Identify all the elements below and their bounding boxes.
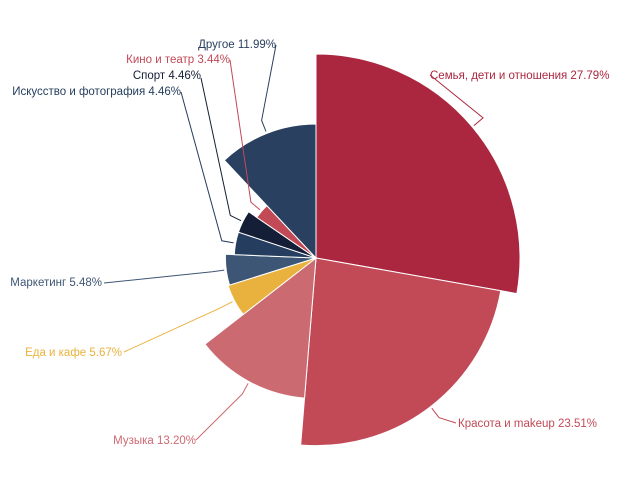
slice-семья-дети-и-отношения[interactable] <box>315 53 521 295</box>
leader-line-еда-и-кафе <box>123 301 233 353</box>
leader-line-другое <box>261 44 277 132</box>
slice-музыка[interactable] <box>204 256 317 399</box>
slice-labels-group: Семья, дети и отношения 27.79% Красота и … <box>10 39 609 447</box>
slice-label-маркетинг: Маркетинг 5.48% <box>10 277 102 289</box>
leader-line-музыка <box>195 383 249 441</box>
leader-line-маркетинг <box>103 269 225 284</box>
slice-label-кино-и-театр: Кино и театр 3.44% <box>126 54 230 66</box>
slice-еда-и-кафе[interactable] <box>227 257 317 316</box>
slice-другое[interactable] <box>223 123 317 260</box>
slice-label-еда-и-кафе: Еда и кафе 5.67% <box>25 347 122 359</box>
slice-label-спорт: Спорт 4.46% <box>133 70 201 82</box>
slice-label-искусство-и-фотография: Искусство и фотография 4.46% <box>12 86 181 98</box>
leader-line-красота-и-makeup <box>431 407 457 424</box>
slice-label-красота-и-makeup: Красота и makeup 23.51% <box>458 418 597 430</box>
slice-спорт[interactable] <box>237 211 317 259</box>
slice-label-другое: Другое 11.99% <box>198 39 276 51</box>
slice-label-семья-дети-и-отношения: Семья, дети и отношения 27.79% <box>430 70 609 82</box>
slices-group <box>204 53 521 447</box>
slice-маркетинг[interactable] <box>224 253 317 286</box>
leader-line-искусство-и-фотография <box>180 91 234 244</box>
leader-lines-group <box>103 44 484 441</box>
slice-label-музыка: Музыка 13.20% <box>113 435 196 447</box>
leader-line-кино-и-театр <box>229 59 261 211</box>
leader-line-семья-дети-и-отношения <box>429 74 484 126</box>
leader-line-спорт <box>200 77 242 222</box>
slice-красота-и-makeup[interactable] <box>300 257 502 447</box>
